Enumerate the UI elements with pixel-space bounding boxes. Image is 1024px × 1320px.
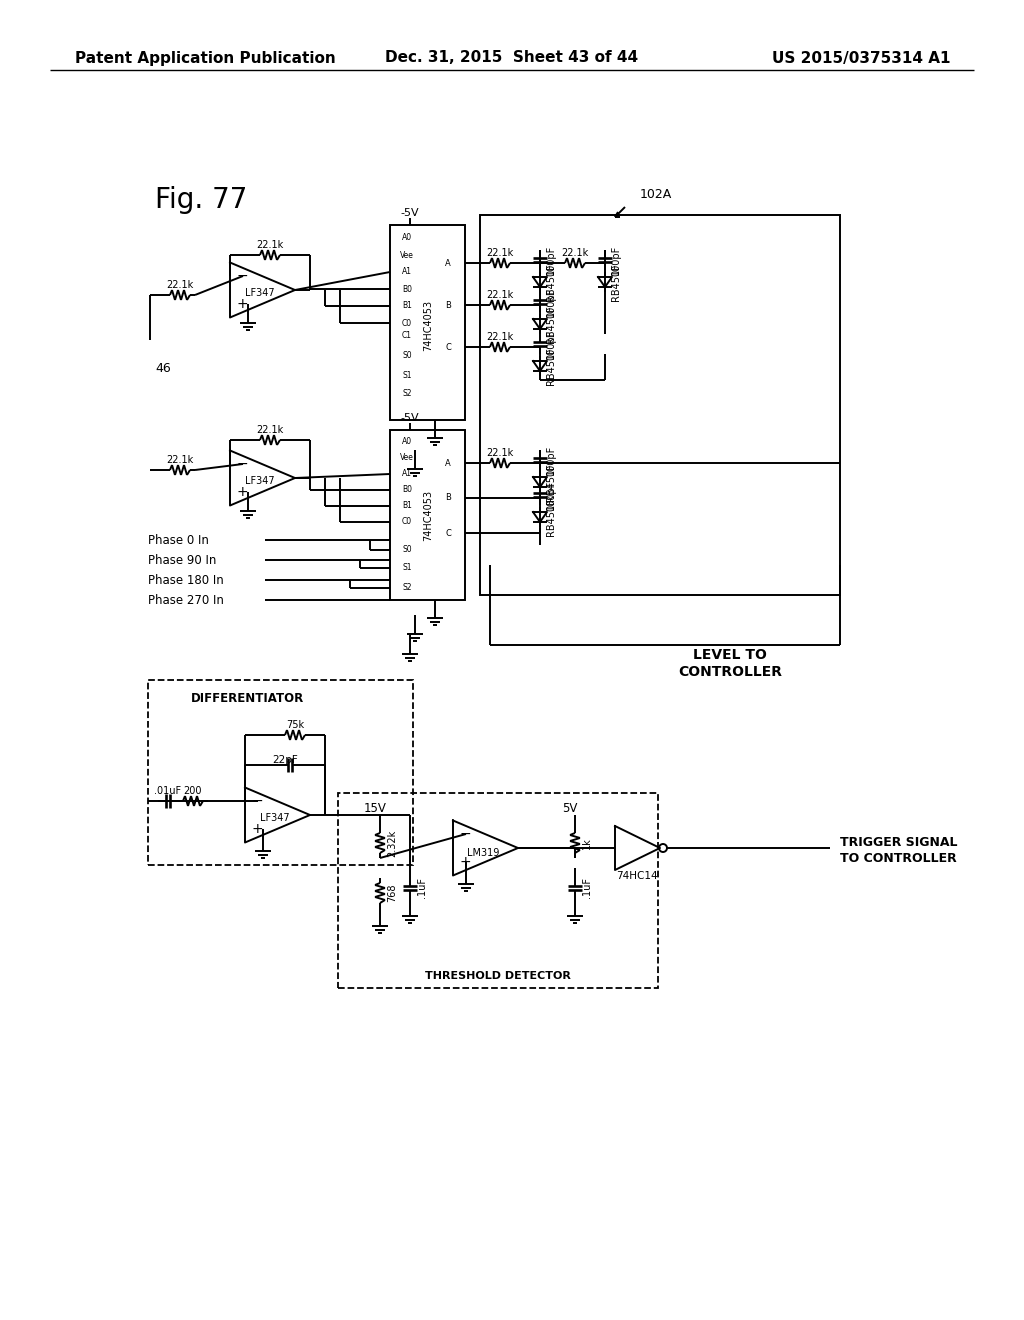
Text: 74HC14: 74HC14 xyxy=(616,871,657,880)
Text: S1: S1 xyxy=(402,371,412,380)
Text: CONTROLLER: CONTROLLER xyxy=(678,665,782,678)
Text: LF347: LF347 xyxy=(245,288,274,298)
Text: S1: S1 xyxy=(402,564,412,573)
Text: C0: C0 xyxy=(402,318,412,327)
Text: 74HC4053: 74HC4053 xyxy=(423,490,433,541)
Text: 100pF: 100pF xyxy=(546,286,556,317)
Text: Phase 270 In: Phase 270 In xyxy=(148,594,224,606)
Text: 22.1k: 22.1k xyxy=(256,240,284,249)
Text: S0: S0 xyxy=(402,545,412,554)
Text: A: A xyxy=(445,259,451,268)
Text: TO CONTROLLER: TO CONTROLLER xyxy=(840,851,956,865)
Text: 22pF: 22pF xyxy=(272,755,298,766)
Text: B: B xyxy=(445,494,451,503)
Text: Dec. 31, 2015  Sheet 43 of 44: Dec. 31, 2015 Sheet 43 of 44 xyxy=(385,50,639,66)
Text: LM319: LM319 xyxy=(467,847,499,858)
Text: A0: A0 xyxy=(402,232,412,242)
Bar xyxy=(148,680,413,865)
Text: +: + xyxy=(251,822,263,836)
Bar xyxy=(480,215,840,595)
Text: RB450F: RB450F xyxy=(546,263,556,301)
Text: Phase 180 In: Phase 180 In xyxy=(148,573,224,586)
Text: S2: S2 xyxy=(402,388,412,397)
Text: 2.32k: 2.32k xyxy=(387,829,397,857)
Text: A: A xyxy=(445,458,451,467)
Text: C: C xyxy=(445,528,451,537)
Text: +: + xyxy=(237,297,248,310)
Text: A0: A0 xyxy=(402,437,412,446)
Text: RB450F: RB450F xyxy=(546,347,556,385)
Text: US 2015/0375314 A1: US 2015/0375314 A1 xyxy=(771,50,950,66)
Text: 22.1k: 22.1k xyxy=(166,455,194,465)
Text: LEVEL TO: LEVEL TO xyxy=(693,648,767,663)
Text: B: B xyxy=(445,301,451,309)
Text: RB450F: RB450F xyxy=(611,263,621,301)
Text: C0: C0 xyxy=(402,517,412,527)
Text: S2: S2 xyxy=(402,583,412,593)
Text: 22.1k: 22.1k xyxy=(166,280,194,290)
Text: 100pF: 100pF xyxy=(546,246,556,275)
Text: B0: B0 xyxy=(402,486,412,495)
Text: Patent Application Publication: Patent Application Publication xyxy=(75,50,336,66)
Text: C: C xyxy=(445,342,451,351)
Text: −: − xyxy=(251,795,263,808)
Text: -5V: -5V xyxy=(400,209,419,218)
Text: THRESHOLD DETECTOR: THRESHOLD DETECTOR xyxy=(425,972,571,981)
Text: 22.1k: 22.1k xyxy=(256,425,284,436)
Text: RB450F: RB450F xyxy=(546,305,556,343)
Text: +: + xyxy=(459,855,471,869)
Bar xyxy=(390,224,465,420)
Text: +: + xyxy=(237,484,248,499)
Text: 200: 200 xyxy=(183,785,203,796)
Text: B1: B1 xyxy=(402,301,412,310)
Text: 768: 768 xyxy=(387,884,397,903)
Text: .01uF: .01uF xyxy=(155,785,181,796)
Text: 46: 46 xyxy=(155,362,171,375)
Text: 100pF: 100pF xyxy=(546,480,556,510)
Text: RB450F: RB450F xyxy=(546,463,556,500)
Text: B0: B0 xyxy=(402,285,412,293)
Text: 100pF: 100pF xyxy=(611,246,621,275)
Text: 22.1k: 22.1k xyxy=(486,248,514,257)
Text: 74HC4053: 74HC4053 xyxy=(423,300,433,351)
Text: 22.1k: 22.1k xyxy=(486,333,514,342)
Text: LF347: LF347 xyxy=(245,477,274,486)
Text: -5V: -5V xyxy=(400,413,419,422)
Bar xyxy=(338,793,658,987)
Text: 102A: 102A xyxy=(640,189,672,202)
Text: 22.1k: 22.1k xyxy=(561,248,589,257)
Text: 75k: 75k xyxy=(286,719,304,730)
Text: Vee: Vee xyxy=(400,251,414,260)
Text: −: − xyxy=(237,269,248,284)
Text: 5V: 5V xyxy=(562,801,578,814)
Text: A1: A1 xyxy=(402,268,412,276)
Text: RB450F: RB450F xyxy=(546,498,556,536)
Text: 22.1k: 22.1k xyxy=(486,447,514,458)
Text: 22.1k: 22.1k xyxy=(486,290,514,300)
Text: Phase 90 In: Phase 90 In xyxy=(148,553,216,566)
Text: B1: B1 xyxy=(402,502,412,511)
Text: −: − xyxy=(459,828,471,841)
Text: 100pF: 100pF xyxy=(546,445,556,475)
Text: LF347: LF347 xyxy=(260,813,290,822)
Text: 100pF: 100pF xyxy=(546,329,556,359)
Text: 1k: 1k xyxy=(582,837,592,849)
Text: C1: C1 xyxy=(402,330,412,339)
Text: Phase 0 In: Phase 0 In xyxy=(148,533,209,546)
Bar xyxy=(390,430,465,601)
Text: −: − xyxy=(237,457,248,471)
Text: .1uF: .1uF xyxy=(582,878,592,899)
Text: TRIGGER SIGNAL: TRIGGER SIGNAL xyxy=(840,837,957,850)
Text: Vee: Vee xyxy=(400,454,414,462)
Text: Fig. 77: Fig. 77 xyxy=(155,186,248,214)
Text: DIFFERENTIATOR: DIFFERENTIATOR xyxy=(191,692,304,705)
Text: .1uF: .1uF xyxy=(417,878,427,899)
Text: A1: A1 xyxy=(402,470,412,479)
Text: 15V: 15V xyxy=(364,801,386,814)
Text: S0: S0 xyxy=(402,351,412,359)
